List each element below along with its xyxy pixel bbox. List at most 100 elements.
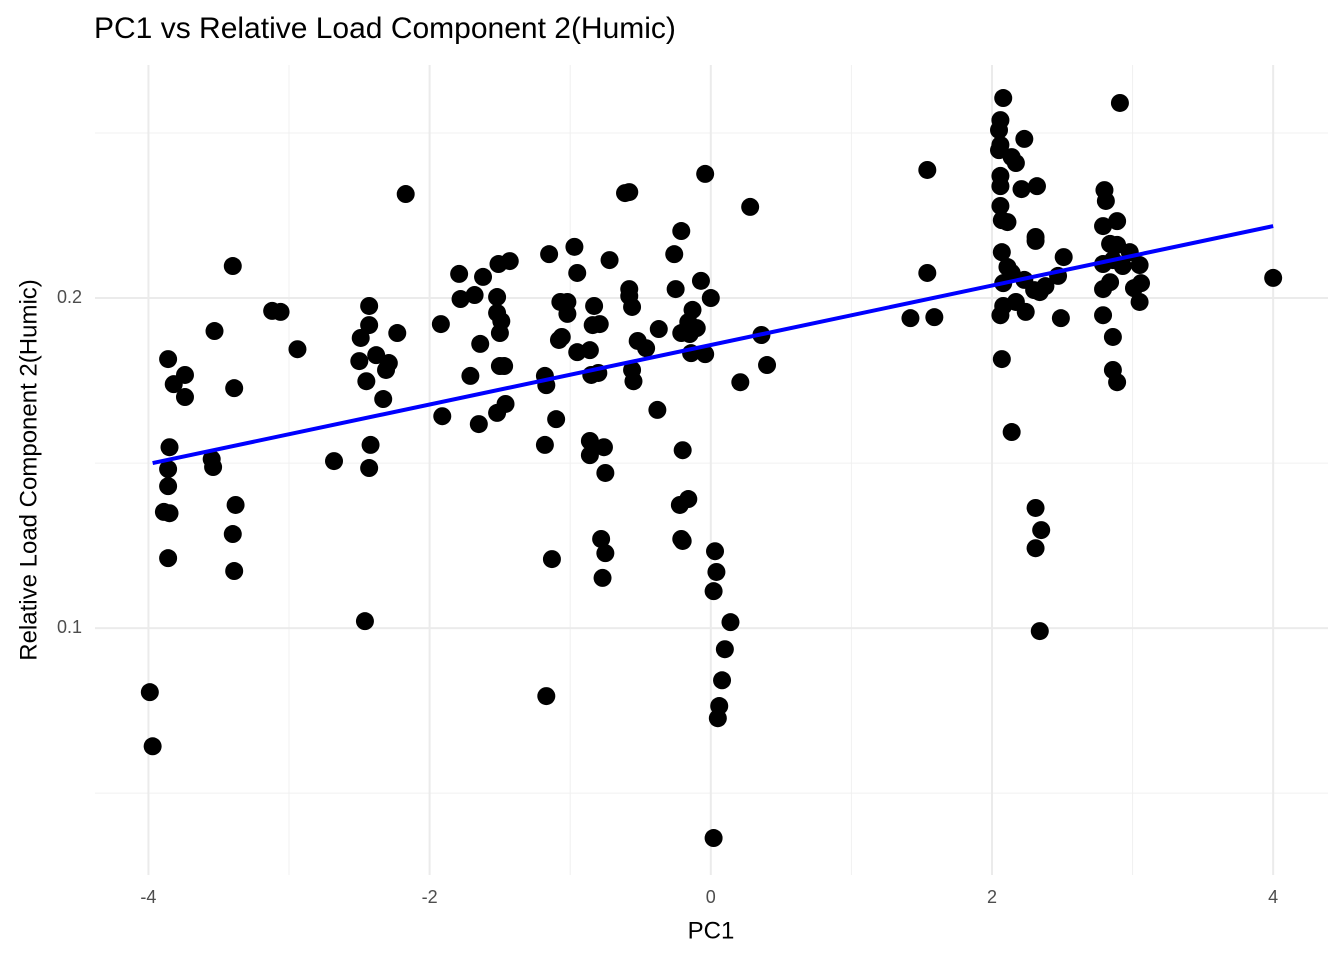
- point: [596, 463, 615, 482]
- point: [901, 309, 920, 328]
- point: [396, 185, 415, 204]
- point: [600, 251, 619, 270]
- point: [159, 477, 178, 496]
- point: [1032, 521, 1051, 540]
- y-tick-label: 0.2: [57, 287, 82, 307]
- point: [1108, 212, 1127, 231]
- point: [552, 327, 571, 346]
- point: [580, 446, 599, 465]
- point: [360, 459, 379, 478]
- point: [1094, 217, 1113, 236]
- point: [696, 345, 715, 364]
- point: [471, 334, 490, 353]
- point: [225, 562, 244, 581]
- plot-area: [140, 89, 1283, 848]
- point: [991, 196, 1010, 215]
- point: [360, 316, 379, 335]
- point: [540, 245, 559, 264]
- point: [992, 350, 1011, 369]
- point: [1264, 268, 1283, 287]
- point: [687, 319, 706, 338]
- point: [623, 297, 642, 316]
- point: [451, 290, 470, 309]
- point: [325, 452, 344, 471]
- point: [204, 458, 223, 477]
- y-axis-label: Relative Load Component 2(Humic): [15, 279, 42, 661]
- point: [679, 490, 698, 509]
- point: [665, 245, 684, 264]
- point: [683, 300, 702, 319]
- point: [542, 550, 561, 569]
- x-tick-label: 4: [1268, 887, 1278, 907]
- point: [488, 288, 507, 307]
- point: [357, 372, 376, 391]
- point: [721, 613, 740, 632]
- point: [741, 197, 760, 216]
- point: [469, 415, 488, 434]
- point: [388, 324, 407, 343]
- point: [140, 683, 159, 702]
- x-tick-label: -4: [140, 887, 156, 907]
- point: [159, 350, 178, 369]
- point: [1110, 93, 1129, 112]
- x-tick-label: -2: [422, 887, 438, 907]
- trend-line: [152, 224, 1274, 466]
- point: [160, 438, 179, 457]
- x-axis-label: PC1: [688, 917, 735, 944]
- point: [707, 562, 726, 581]
- point: [537, 687, 556, 706]
- point: [1015, 129, 1034, 148]
- point: [495, 357, 514, 376]
- point: [1096, 191, 1115, 210]
- point: [490, 324, 509, 343]
- point: [673, 441, 692, 460]
- point: [474, 267, 493, 286]
- point: [1051, 309, 1070, 328]
- point: [649, 320, 668, 339]
- point: [666, 280, 685, 299]
- point: [1094, 280, 1113, 299]
- point: [731, 373, 750, 392]
- point: [450, 264, 469, 283]
- point: [500, 252, 519, 271]
- point: [1036, 277, 1055, 296]
- point: [355, 612, 374, 631]
- point: [361, 435, 380, 454]
- chart-title: PC1 vs Relative Load Component 2(Humic): [94, 12, 676, 45]
- point: [704, 582, 723, 601]
- point: [565, 237, 584, 256]
- x-tick-label: 0: [706, 887, 716, 907]
- point: [696, 164, 715, 183]
- point: [708, 709, 727, 728]
- point: [547, 410, 566, 429]
- point: [992, 243, 1011, 262]
- point: [1113, 257, 1132, 276]
- point: [583, 316, 602, 335]
- point: [175, 388, 194, 407]
- point: [351, 328, 370, 347]
- point: [288, 340, 307, 359]
- point: [620, 183, 639, 202]
- y-tick-label: 0.1: [57, 617, 82, 637]
- point: [226, 495, 245, 514]
- point: [990, 121, 1009, 140]
- point: [223, 257, 242, 276]
- point: [1016, 302, 1035, 321]
- point: [223, 525, 242, 544]
- point: [1026, 498, 1045, 517]
- point: [1030, 622, 1049, 641]
- point: [715, 640, 734, 659]
- point: [159, 549, 178, 568]
- point: [648, 400, 667, 419]
- point: [568, 263, 587, 282]
- x-tick-label: 2: [987, 887, 997, 907]
- point: [624, 372, 643, 391]
- point: [175, 365, 194, 384]
- point: [1026, 231, 1045, 250]
- point: [360, 296, 379, 315]
- point: [1094, 306, 1113, 325]
- point: [1108, 373, 1127, 392]
- point: [637, 339, 656, 358]
- point: [1132, 274, 1151, 293]
